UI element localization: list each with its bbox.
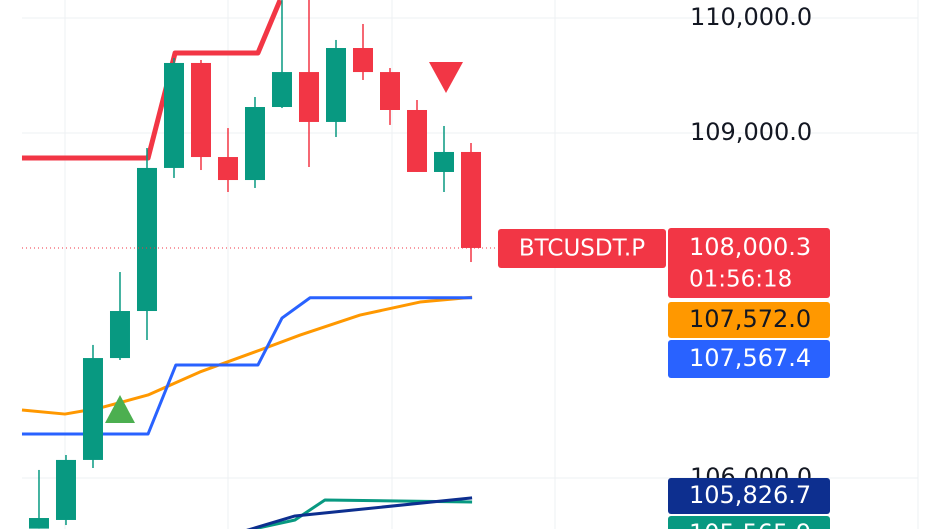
indicator-line (246, 498, 473, 529)
candle-body (244, 107, 265, 181)
price-label-bg (668, 478, 830, 514)
candle-body (407, 109, 428, 172)
candle-body (271, 72, 292, 108)
price-label: 108,000.3 (689, 233, 811, 261)
candle-body (434, 151, 455, 172)
candle-body (325, 48, 346, 122)
price-label-bg (668, 340, 830, 378)
candle-body (217, 157, 238, 181)
price-label-bg (668, 302, 830, 338)
candle-body (82, 358, 103, 460)
symbol-label: BTCUSDT.P (519, 236, 645, 262)
indicator-line (246, 496, 473, 529)
candle-body (298, 72, 319, 122)
price-label: 107,567.4 (689, 344, 811, 372)
y-tick-label: 109,000.0 (690, 118, 812, 146)
indicator-line (21, 0, 283, 161)
candle-body (190, 62, 211, 158)
price-label-bg (668, 228, 830, 298)
candle-body (109, 311, 130, 359)
sell-signal (429, 62, 463, 93)
candles (28, 0, 482, 529)
indicator-lines (21, 0, 473, 529)
price-label-bg (668, 516, 830, 529)
buy-signal (105, 395, 135, 423)
price-label: 107,572.0 (689, 305, 811, 333)
symbol-label-bg (498, 229, 666, 268)
price-label: 105,826.7 (689, 481, 811, 509)
candle-body (379, 72, 400, 110)
indicator-line (21, 295, 473, 416)
candle-body (136, 167, 157, 312)
price-labels: 108,000.3 01:56:18 107,572.0 107,567.4 105,8… (668, 228, 830, 529)
candle-body (352, 48, 373, 73)
indicator-line (21, 296, 473, 436)
candle-body (28, 518, 49, 529)
candle-body (55, 459, 76, 520)
candle-body (163, 62, 184, 168)
countdown: 01:56:18 (689, 267, 792, 293)
price-label: 105,565.9 (689, 519, 811, 529)
y-tick-label: 110,000.0 (690, 3, 812, 31)
candle-body (461, 151, 482, 248)
